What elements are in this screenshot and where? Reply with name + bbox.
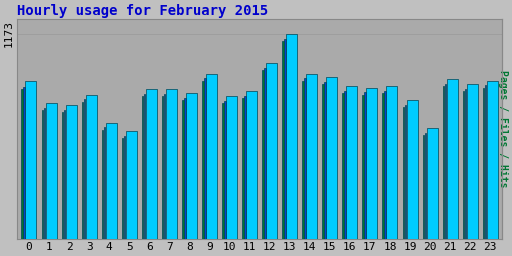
Bar <box>442 86 444 239</box>
Bar <box>264 68 266 239</box>
Bar <box>284 39 286 239</box>
Text: Hourly usage for February 2015: Hourly usage for February 2015 <box>17 4 268 18</box>
Bar <box>302 81 304 239</box>
Bar <box>346 86 357 239</box>
Bar <box>206 74 217 239</box>
Bar <box>246 91 257 239</box>
Bar <box>222 103 224 239</box>
Bar <box>244 96 246 239</box>
Bar <box>105 123 117 239</box>
Bar <box>343 93 344 239</box>
Bar <box>242 98 244 239</box>
Bar <box>61 112 63 239</box>
Bar <box>426 128 438 239</box>
Bar <box>86 95 97 239</box>
Bar <box>324 82 326 239</box>
Bar <box>466 84 478 239</box>
Bar <box>407 100 418 239</box>
Bar <box>182 100 183 239</box>
Bar <box>402 107 404 239</box>
Bar <box>66 105 77 239</box>
Bar <box>164 94 165 239</box>
Bar <box>126 131 137 239</box>
Bar <box>142 96 143 239</box>
Bar <box>463 91 464 239</box>
Y-axis label: Pages / Files / Hits: Pages / Files / Hits <box>498 70 508 188</box>
Bar <box>144 94 145 239</box>
Bar <box>385 91 386 239</box>
Bar <box>367 88 377 239</box>
Bar <box>304 78 306 239</box>
Bar <box>362 95 364 239</box>
Bar <box>485 85 486 239</box>
Bar <box>262 70 264 239</box>
Bar <box>266 63 277 239</box>
Bar <box>204 78 205 239</box>
Bar <box>422 135 424 239</box>
Bar <box>465 89 466 239</box>
Bar <box>24 87 25 239</box>
Bar <box>226 96 237 239</box>
Bar <box>404 105 406 239</box>
Bar <box>326 77 337 239</box>
Bar <box>282 41 284 239</box>
Bar <box>81 102 83 239</box>
Bar <box>286 34 297 239</box>
Bar <box>446 79 458 239</box>
Bar <box>186 93 197 239</box>
Bar <box>424 133 426 239</box>
Bar <box>387 86 397 239</box>
Bar <box>444 84 446 239</box>
Bar <box>63 110 65 239</box>
Bar <box>102 130 103 239</box>
Bar <box>184 98 185 239</box>
Bar <box>83 99 85 239</box>
Bar <box>382 93 384 239</box>
Bar <box>146 89 157 239</box>
Bar <box>322 84 324 239</box>
Bar <box>22 89 23 239</box>
Bar <box>124 136 125 239</box>
Bar <box>44 108 45 239</box>
Bar <box>104 127 105 239</box>
Bar <box>122 138 123 239</box>
Bar <box>166 89 177 239</box>
Bar <box>162 96 163 239</box>
Bar <box>41 110 43 239</box>
Bar <box>483 88 484 239</box>
Bar <box>26 81 36 239</box>
Bar <box>46 103 56 239</box>
Bar <box>306 74 317 239</box>
Bar <box>202 81 204 239</box>
Bar <box>365 92 366 239</box>
Bar <box>345 91 346 239</box>
Bar <box>224 101 226 239</box>
Bar <box>487 81 498 239</box>
